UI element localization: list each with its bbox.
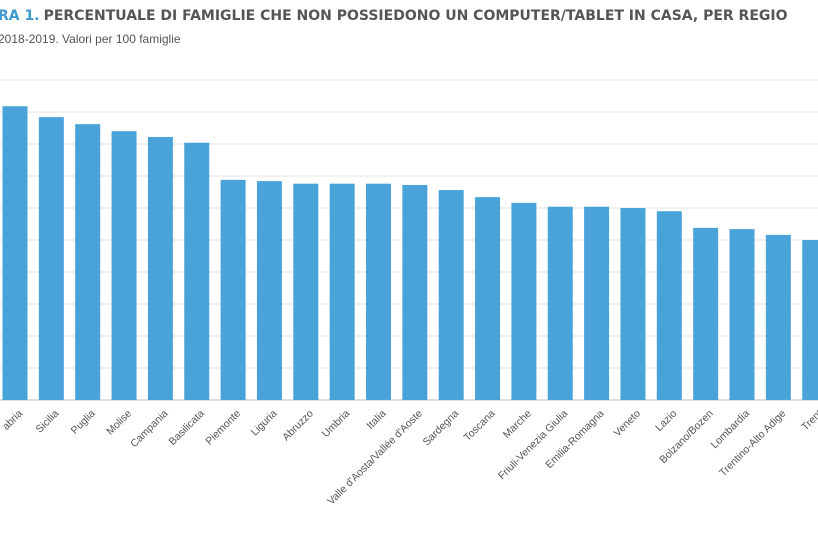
bar [293,183,319,400]
x-tick-label: Lazio [653,407,679,433]
bar [584,206,610,400]
bar [547,206,573,400]
bar [802,240,818,400]
bar [693,227,719,400]
x-tick-label: Basilicata [167,408,207,448]
x-tick-label: Campania [128,407,170,449]
bar [402,184,428,400]
x-tick-label: Veneto [611,407,643,439]
bar [475,197,501,400]
bar [366,183,391,400]
x-tick-label: Italia [364,407,388,431]
x-tick-label: Umbria [320,407,353,440]
bar [438,190,464,400]
bar [765,234,791,400]
x-tick-label: Friuli-Venezia Giulia [496,407,571,482]
chart-subtitle: 2018-2019. Valori per 100 famiglie [0,32,181,46]
x-tick-label: Piemonte [203,407,243,447]
bar [147,136,173,400]
bar [256,181,282,400]
x-tick-label: abria [0,407,25,432]
x-tick-label: Toscana [461,407,497,443]
x-tick-label: Abruzzo [280,407,316,443]
bar [729,229,755,400]
x-tick-label: Sardegna [421,407,462,448]
x-tick-label: Trentino-Alto Adige [717,407,788,478]
chart-title: RA 1. PERCENTUALE DI FAMIGLIE CHE NON POS… [0,8,788,24]
bar [511,202,537,400]
x-tick-label: Molise [104,407,134,437]
title-prefix: RA 1. [0,8,40,24]
title-text: PERCENTUALE DI FAMIGLIE CHE NON POSSIEDO… [44,8,788,24]
x-tick-label: Sicilia [34,407,62,435]
bar [184,142,210,400]
bar [2,106,28,401]
x-tick-label: Puglia [69,408,98,437]
bar [38,117,64,401]
bar [620,208,646,400]
x-tick-label: Marche [501,407,534,440]
bar [220,179,246,400]
x-tick-label: Liguria [249,407,280,438]
bar [75,124,101,400]
bar [656,211,682,400]
bar [111,131,137,400]
bar [329,183,355,400]
x-tick-label: Trent [799,408,818,434]
